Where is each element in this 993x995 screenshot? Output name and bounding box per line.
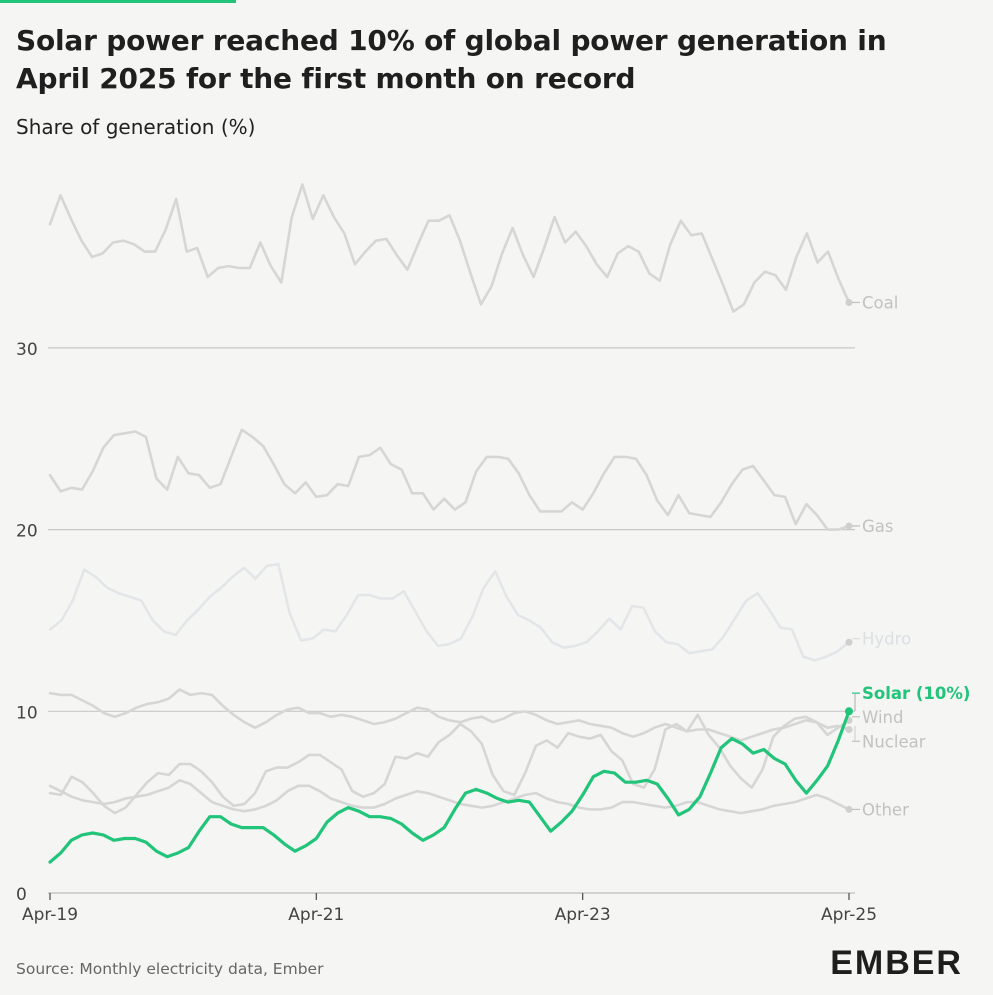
line-chart: 0 10 20 30 Apr-19 Apr-21 Apr-23 Apr-25 Coal Gas… bbox=[16, 183, 970, 925]
y-tick-label: 30 bbox=[16, 340, 38, 360]
solar-line bbox=[48, 709, 851, 864]
hydro-label: Hydro bbox=[862, 630, 911, 649]
y-axis-labels: 0 10 20 30 bbox=[16, 340, 38, 905]
chart-title: Solar power reached 10% of global power … bbox=[16, 24, 887, 95]
series-lines bbox=[48, 183, 853, 864]
solar-end-point bbox=[845, 707, 853, 716]
y-tick-label: 20 bbox=[16, 522, 38, 542]
y-tick-label: 10 bbox=[16, 703, 38, 723]
x-tick-label: Apr-23 bbox=[555, 905, 611, 925]
top-accent-bar bbox=[0, 0, 236, 3]
series-labels: Coal Gas Hydro Wind Nuclear Other Solar (10%) bbox=[852, 293, 970, 819]
x-axis: Apr-19 Apr-21 Apr-23 Apr-25 bbox=[22, 893, 877, 925]
hydro-line bbox=[48, 562, 851, 662]
source-note: Source: Monthly electricity data, Ember bbox=[16, 960, 324, 978]
other-end-point bbox=[845, 805, 853, 813]
nuclear-line bbox=[48, 688, 851, 742]
y-tick-label: 0 bbox=[16, 885, 27, 905]
gas-end-point bbox=[845, 522, 853, 530]
x-tick-label: Apr-21 bbox=[288, 905, 344, 925]
gas-label: Gas bbox=[862, 517, 894, 536]
ember-logo: EMBER bbox=[830, 944, 963, 982]
wind-label: Wind bbox=[862, 708, 903, 727]
other-label: Other bbox=[862, 800, 909, 819]
wind-line bbox=[48, 713, 851, 815]
hydro-end-point bbox=[845, 638, 853, 646]
nuclear-label: Nuclear bbox=[862, 732, 926, 751]
coal-label: Coal bbox=[862, 293, 898, 312]
x-tick-label: Apr-19 bbox=[22, 905, 78, 925]
chart-subtitle: Share of generation (%) bbox=[16, 115, 256, 139]
nuclear-end-point bbox=[845, 725, 853, 733]
coal-line bbox=[48, 183, 851, 313]
x-tick-label: Apr-25 bbox=[821, 905, 877, 925]
other-line bbox=[48, 778, 851, 815]
solar-label: Solar (10%) bbox=[862, 684, 970, 703]
coal-end-point bbox=[845, 298, 853, 306]
gridlines bbox=[48, 347, 855, 894]
gas-line bbox=[48, 428, 851, 531]
